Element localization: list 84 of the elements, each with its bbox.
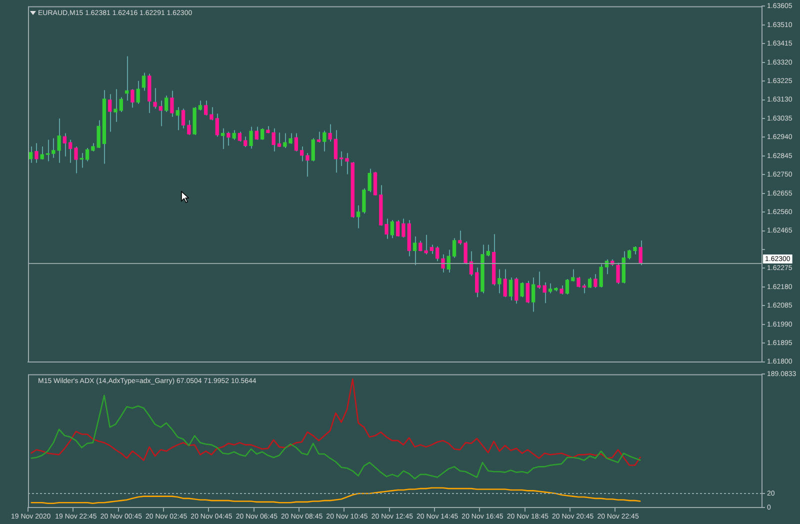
candlestick (260, 128, 264, 140)
candlestick (249, 126, 253, 150)
candlestick (28, 146, 33, 164)
candlestick (565, 278, 570, 295)
candlestick (164, 95, 168, 112)
candlestick (588, 276, 592, 288)
candlestick (514, 276, 518, 304)
candlestick (362, 188, 366, 214)
candlestick (277, 132, 282, 148)
candlestick (136, 80, 140, 104)
candlestick (52, 138, 56, 158)
candlestick (576, 276, 580, 288)
candlestick (396, 220, 400, 238)
candlestick (210, 106, 214, 121)
candlestick (232, 130, 236, 140)
candlestick (548, 282, 552, 294)
candlestick (582, 283, 586, 294)
candlestick (486, 244, 490, 257)
candlestick (238, 131, 242, 142)
candlestick (46, 139, 50, 162)
candlestick (311, 138, 315, 162)
candlestick (220, 128, 225, 150)
candlestick (170, 90, 174, 118)
candlestick (187, 120, 191, 136)
candlestick (198, 100, 202, 111)
candlestick (430, 244, 434, 254)
candlestick (74, 146, 78, 174)
candlestick (412, 236, 417, 266)
candlestick (204, 100, 208, 116)
candlestick (328, 124, 332, 142)
candlestick (272, 128, 276, 152)
candlestick (158, 100, 163, 127)
candlestick (108, 94, 112, 132)
candlestick (57, 118, 61, 164)
candlestick (436, 246, 440, 262)
candlestick (627, 249, 632, 260)
candlestick (508, 276, 513, 301)
candlestick (384, 218, 388, 240)
candlestick (475, 267, 479, 298)
candlestick (34, 142, 38, 164)
candlestick (119, 96, 123, 112)
candlestick (283, 132, 287, 149)
candlestick (130, 88, 134, 108)
candlestick (40, 146, 44, 160)
candlestick (176, 106, 180, 131)
candlestick (418, 240, 422, 252)
candlestick (373, 171, 378, 196)
candlestick (452, 238, 456, 258)
candlestick (356, 204, 360, 229)
candlestick (368, 168, 372, 193)
candlestick (526, 280, 530, 304)
candlestick (294, 132, 298, 152)
candlestick (62, 132, 67, 157)
candlestick (300, 146, 304, 162)
candlestick (402, 218, 406, 238)
candlestick (244, 136, 248, 148)
candlestick (594, 274, 598, 288)
candlestick (390, 220, 394, 239)
candlestick (254, 126, 258, 140)
candlestick (441, 254, 445, 274)
candlestick (181, 108, 186, 129)
candlestick (638, 240, 642, 266)
candlestick (68, 139, 72, 164)
candlestick (226, 131, 230, 146)
candlestick (537, 271, 541, 290)
candlestick (215, 113, 219, 138)
candlestick (571, 268, 575, 282)
candlestick (532, 276, 536, 312)
candlestick (85, 148, 90, 162)
candlestick (616, 262, 620, 284)
candlestick (503, 268, 507, 298)
candlestick (316, 131, 321, 144)
candlestick (498, 268, 502, 294)
candlestick (306, 152, 310, 178)
candlestick (142, 72, 146, 92)
candlestick (542, 282, 546, 304)
candlestick (114, 88, 118, 122)
candlestick (345, 152, 349, 175)
candlestick (322, 130, 326, 152)
candlestick (153, 88, 157, 110)
candlestick (599, 264, 603, 288)
candlestick (520, 282, 524, 298)
candlestick (424, 234, 428, 255)
candlestick (334, 130, 338, 174)
